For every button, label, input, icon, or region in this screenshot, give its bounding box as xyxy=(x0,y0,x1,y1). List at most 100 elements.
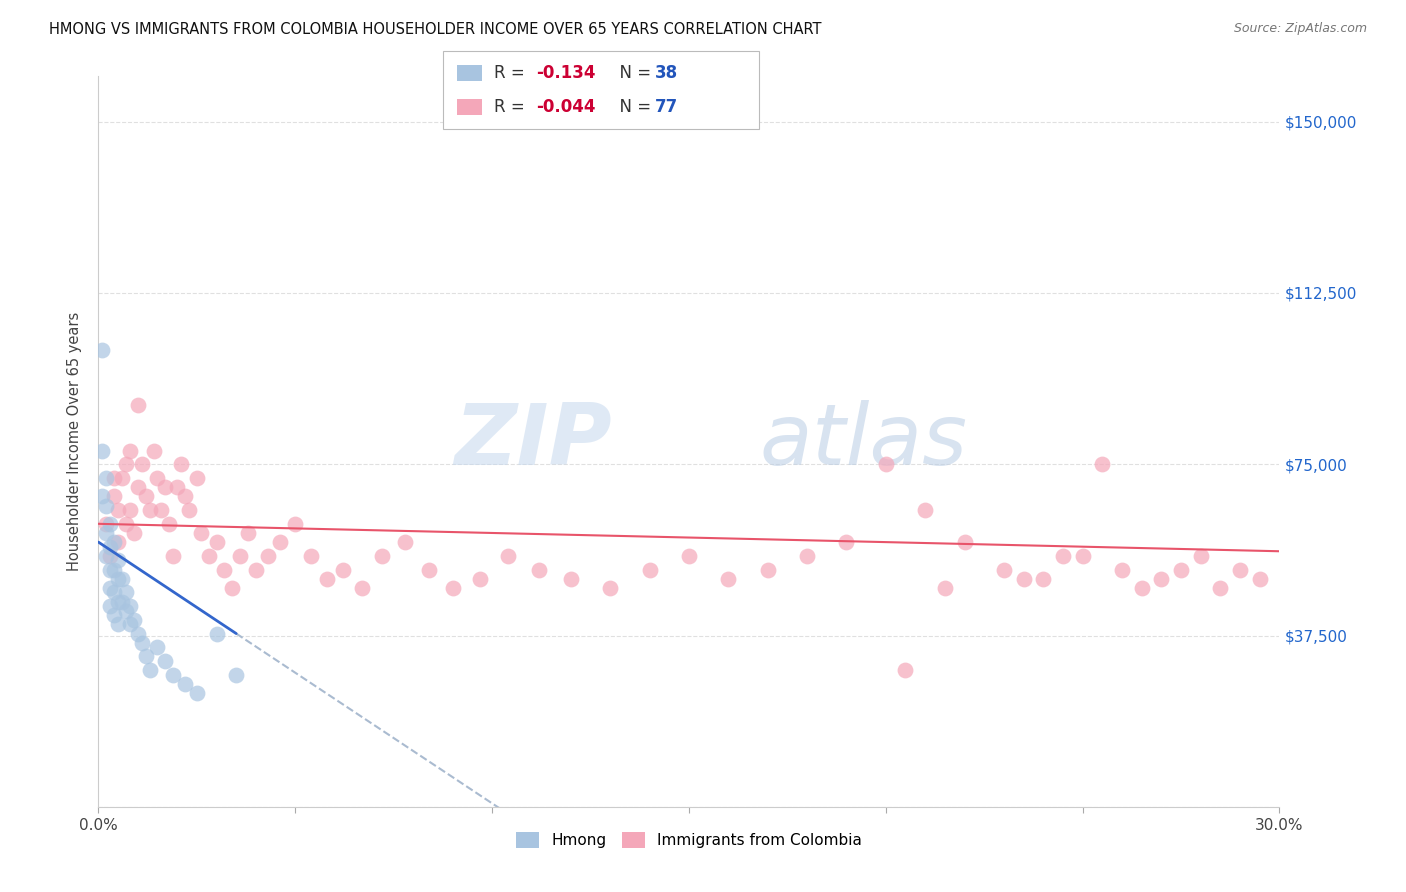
Point xyxy=(155,480,177,494)
Text: HMONG VS IMMIGRANTS FROM COLOMBIA HOUSEHOLDER INCOME OVER 65 YEARS CORRELATION C: HMONG VS IMMIGRANTS FROM COLOMBIA HOUSEH… xyxy=(49,22,821,37)
Text: Source: ZipAtlas.com: Source: ZipAtlas.com xyxy=(1233,22,1367,36)
Point xyxy=(150,503,173,517)
Point xyxy=(118,599,141,614)
Point xyxy=(1052,549,1074,563)
Legend: Hmong, Immigrants from Colombia: Hmong, Immigrants from Colombia xyxy=(510,826,868,855)
Point xyxy=(118,617,141,632)
Point xyxy=(190,525,212,540)
Point xyxy=(835,535,858,549)
Point xyxy=(96,549,118,563)
Point xyxy=(1209,581,1232,595)
Point xyxy=(394,535,416,549)
Point xyxy=(1111,562,1133,576)
Point xyxy=(953,535,976,549)
Point xyxy=(111,572,134,586)
Point xyxy=(796,549,818,563)
Point xyxy=(107,617,129,632)
Point xyxy=(638,562,661,576)
Point xyxy=(418,562,440,576)
Point xyxy=(1130,581,1153,595)
Point xyxy=(245,562,267,576)
Point xyxy=(91,489,114,503)
Point xyxy=(1032,572,1054,586)
Point xyxy=(135,649,157,664)
Point xyxy=(371,549,394,563)
Text: 38: 38 xyxy=(655,64,678,82)
Point xyxy=(174,489,197,503)
Point xyxy=(599,581,621,595)
Point xyxy=(894,663,917,677)
Point xyxy=(96,516,118,531)
Point xyxy=(560,572,582,586)
Point xyxy=(332,562,354,576)
Point xyxy=(135,489,157,503)
Point xyxy=(122,525,145,540)
Point xyxy=(1071,549,1094,563)
Point xyxy=(1229,562,1251,576)
Point xyxy=(127,626,149,640)
Text: N =: N = xyxy=(609,64,657,82)
Point xyxy=(174,677,197,691)
Point xyxy=(205,626,228,640)
Point xyxy=(111,471,134,485)
Point xyxy=(98,516,121,531)
Point xyxy=(1091,458,1114,472)
Point xyxy=(103,585,125,599)
Point xyxy=(170,458,193,472)
Point xyxy=(111,594,134,608)
Point xyxy=(103,535,125,549)
Point xyxy=(256,549,278,563)
Point xyxy=(934,581,956,595)
Point xyxy=(103,562,125,576)
Point xyxy=(107,503,129,517)
Point xyxy=(96,499,118,513)
Point xyxy=(214,562,236,576)
Point xyxy=(107,572,129,586)
Point xyxy=(107,535,129,549)
Point xyxy=(107,594,129,608)
Point xyxy=(441,581,464,595)
Point xyxy=(1150,572,1173,586)
Point xyxy=(98,599,121,614)
Point xyxy=(166,480,188,494)
Point xyxy=(993,562,1015,576)
Text: 77: 77 xyxy=(655,98,679,116)
Point xyxy=(131,635,153,649)
Point xyxy=(162,549,184,563)
Point xyxy=(107,553,129,567)
Point xyxy=(315,572,337,586)
Text: -0.044: -0.044 xyxy=(536,98,595,116)
Point xyxy=(115,516,138,531)
Point xyxy=(756,562,779,576)
Point xyxy=(496,549,519,563)
Point xyxy=(115,585,138,599)
Point xyxy=(157,516,180,531)
Point xyxy=(103,471,125,485)
Point xyxy=(197,549,219,563)
Point xyxy=(118,443,141,458)
Point xyxy=(142,443,165,458)
Point xyxy=(186,686,208,700)
Point xyxy=(1189,549,1212,563)
Point xyxy=(98,540,121,554)
Point xyxy=(470,572,492,586)
Point xyxy=(177,503,200,517)
Point xyxy=(115,458,138,472)
Point xyxy=(678,549,700,563)
Point xyxy=(229,549,252,563)
Point xyxy=(1170,562,1192,576)
Point xyxy=(236,525,259,540)
Point xyxy=(221,581,243,595)
Point xyxy=(122,613,145,627)
Point xyxy=(146,640,169,655)
Point xyxy=(269,535,291,549)
Point xyxy=(186,471,208,485)
Point xyxy=(138,663,160,677)
Point xyxy=(127,480,149,494)
Point xyxy=(98,549,121,563)
Text: R =: R = xyxy=(494,64,530,82)
Point xyxy=(284,516,307,531)
Point xyxy=(138,503,160,517)
Point xyxy=(146,471,169,485)
Point xyxy=(127,398,149,412)
